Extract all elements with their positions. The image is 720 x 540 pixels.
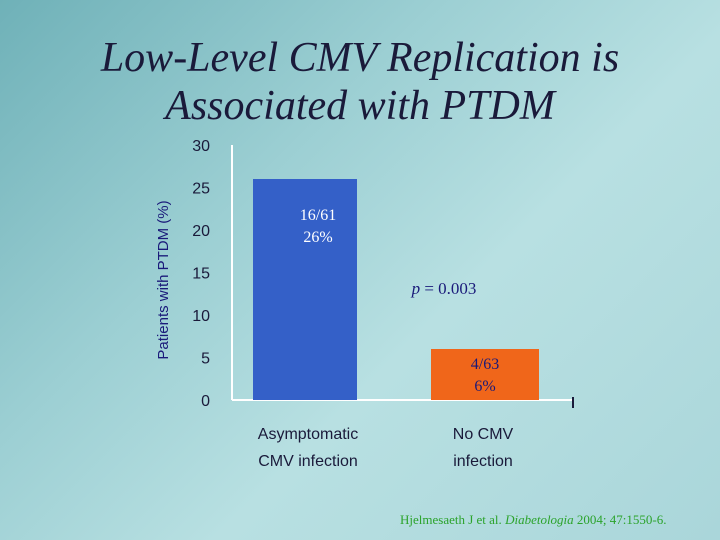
bar-data-labels: 16/61 26% 4/63 6% bbox=[300, 207, 499, 395]
y-axis-label: Patients with PTDM (%) bbox=[155, 200, 172, 359]
citation-journal: Diabetologia bbox=[505, 512, 574, 527]
slide-title-line-2: Associated with PTDM bbox=[165, 83, 555, 129]
citation: Hjelmesaeth J et al. Diabetologia 2004; … bbox=[400, 512, 666, 528]
p-symbol: p bbox=[411, 279, 421, 298]
bar bbox=[253, 179, 357, 400]
x-category-label: CMV infection bbox=[258, 453, 358, 470]
y-tick-labels: 0 5 10 15 20 25 30 bbox=[192, 138, 210, 410]
p-value: = 0.003 bbox=[420, 279, 476, 298]
bar-data-label: 6% bbox=[474, 378, 495, 395]
slide-title: Low-Level CMV Replication is Associated … bbox=[0, 34, 720, 130]
x-category-labels: Asymptomatic CMV infection No CMV infection bbox=[258, 426, 514, 470]
citation-details: 2004; 47:1550-6. bbox=[573, 512, 667, 527]
slide-title-line-1: Low-Level CMV Replication is bbox=[100, 35, 620, 81]
y-tick-label: 10 bbox=[192, 308, 210, 325]
x-category-label: No CMV bbox=[453, 426, 514, 443]
bar-data-label: 26% bbox=[303, 229, 332, 246]
y-tick-label: 25 bbox=[192, 181, 210, 198]
x-category-label: Asymptomatic bbox=[258, 426, 358, 443]
bar-data-label: 16/61 bbox=[300, 207, 336, 224]
x-category-label: infection bbox=[453, 453, 513, 470]
y-tick-label: 0 bbox=[201, 393, 210, 410]
p-value-annotation: p = 0.003 bbox=[411, 279, 477, 298]
chart-bars bbox=[253, 179, 539, 400]
y-tick-label: 30 bbox=[192, 138, 210, 155]
bar-data-label: 4/63 bbox=[471, 356, 499, 373]
y-tick-label: 5 bbox=[201, 351, 210, 368]
citation-authors: Hjelmesaeth J et al. bbox=[400, 512, 506, 527]
y-tick-label: 20 bbox=[192, 223, 210, 240]
bar bbox=[431, 349, 539, 400]
y-tick-label: 15 bbox=[192, 266, 210, 283]
